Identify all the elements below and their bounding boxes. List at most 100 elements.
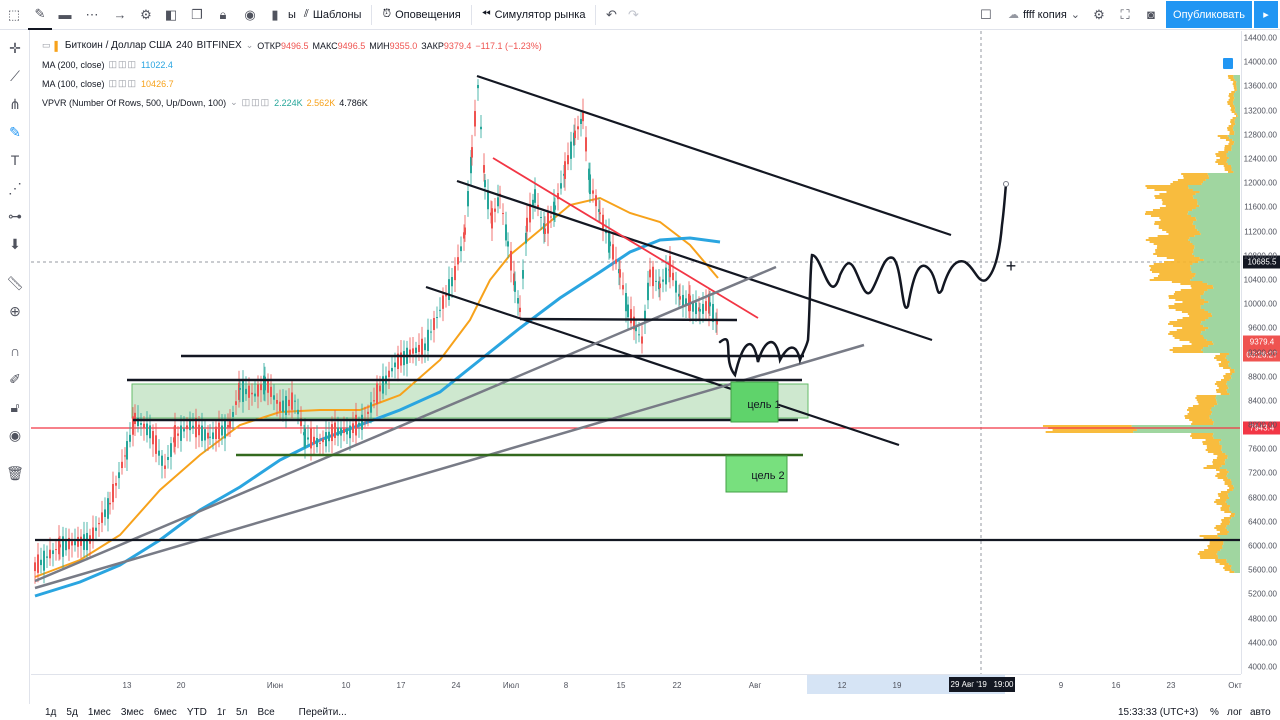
brush-tool-icon[interactable]: ✎ [9,123,21,140]
ma100-value: 10426.7 [141,78,174,89]
forecast-path[interactable] [718,182,1008,378]
ma100-legend[interactable]: MA (100, close) ◫◫◫ 10426.7 [42,78,174,89]
undo-icon[interactable]: ↶ [606,6,617,22]
target2-box[interactable] [725,455,788,493]
pitchfork-icon[interactable]: ⋔ [9,95,21,112]
layout-selector[interactable]: ☁ ffff копия ⌄ [1002,0,1086,30]
ruler-icon[interactable]: 📏︎ [6,274,24,291]
channel-top-line[interactable] [476,74,952,237]
ma200-legend[interactable]: MA (200, close) ◫◫◫ 11022.4 [42,59,173,70]
redo-icon[interactable]: ↷ [628,6,639,22]
vp-down-bar [1221,505,1230,507]
range-button[interactable]: 1г [216,706,227,718]
camera-icon[interactable]: ◙ [1147,7,1155,22]
percent-toggle[interactable]: % [1210,706,1219,718]
range-button[interactable]: Все [257,706,275,718]
candle-body [567,155,569,165]
forecast-end-point[interactable] [1003,181,1009,187]
channel-mid-line[interactable] [456,179,933,342]
range-button[interactable]: YTD [186,706,207,718]
chevron-down-icon[interactable]: ⌄ [245,40,254,50]
alert-marker-icon[interactable] [1223,58,1233,69]
legend-buttons-icon[interactable]: ◫◫◫ [241,97,271,107]
remove-drawings-icon[interactable]: 🗑︎ [6,464,24,481]
trend-line-icon[interactable]: ⟋ [10,67,20,84]
fill-icon[interactable]: ◧ [164,6,178,22]
price-chart[interactable]: + цель 1 цель 2 [31,31,1240,674]
vp-up-bar [1208,177,1240,179]
replay-button[interactable]: ⏪︎ Симулятор рынка [476,0,592,30]
collapse-icon[interactable]: ▭ [42,40,51,50]
gray-trend-line-flat[interactable] [34,343,865,590]
vp-up-bar [1193,251,1240,253]
vp-up-bar [1234,109,1240,111]
clone-icon[interactable]: ❐ [191,6,203,22]
publish-button[interactable]: Опубликовать [1166,1,1252,28]
prediction-icon[interactable]: ⊶ [8,207,22,224]
trash-icon[interactable]: ▮ [271,6,279,22]
vpvr-legend[interactable]: VPVR (Number Of Rows, 500, Up/Down, 100)… [42,97,368,108]
stay-drawing-icon[interactable]: ✐ [9,370,21,387]
brush-icon[interactable]: ✎ [28,0,52,30]
vp-up-bar [1226,475,1240,477]
symbol-interval: 240 [175,40,193,51]
vp-down-bar [1171,281,1203,283]
magnet-icon[interactable]: ∩ [9,343,21,359]
vp-down-bar [1175,299,1205,301]
legend-buttons-icon[interactable]: ◫◫◫ [108,78,138,88]
range-button[interactable]: 6мес [153,706,177,718]
crosshair-icon[interactable]: ✛ [9,39,21,56]
vp-up-bar [1217,551,1240,553]
text-tool-icon[interactable]: T [10,152,20,168]
pattern-icon[interactable]: ⋰ [8,179,22,196]
vp-up-bar [1228,157,1240,159]
fullscreen-icon[interactable]: ⛶ [1120,6,1130,22]
candle-body [124,455,126,457]
range-button[interactable]: 5д [66,706,78,718]
vp-up-bar [1223,543,1240,545]
candle-body [649,269,651,278]
settings-icon[interactable]: ⚙ [140,6,152,22]
range-button[interactable]: 1мес [87,706,111,718]
target1-box[interactable] [730,381,779,423]
channel-bottom-line[interactable] [425,285,900,447]
arrow-down-icon[interactable]: ⬇ [9,235,21,252]
goto-date-button[interactable]: Перейти... [298,706,347,718]
symbol-legend[interactable]: ▭ ▌ Биткоин / Доллар США 240 BITFINEX ⌄ … [42,40,542,51]
publish-dropdown-icon[interactable]: ▸ [1254,1,1278,28]
lock-icon[interactable]: 🔒︎ [219,6,227,22]
range-button[interactable]: 1д [45,706,57,718]
support-zone[interactable] [131,383,809,419]
lock-drawings-icon[interactable]: 🔓︎ [10,398,20,415]
alerts-button[interactable]: ⏰︎ Оповещения [376,0,466,30]
range-button[interactable]: 5л [236,706,248,718]
time-axis[interactable]: 29 Авг '19 19:00 13 20 Июн 10 17 24 Июл 8 15 22 Ав… [31,674,1242,694]
red-trend-line[interactable] [492,157,759,319]
candle-body [534,189,536,203]
range-button[interactable]: 3мес [120,706,144,718]
chevron-down-icon[interactable]: ⌄ [230,97,238,107]
gear-icon[interactable]: ⚙ [1093,6,1105,22]
eye-icon[interactable]: ◉ [244,6,256,22]
vp-up-bar [1225,463,1240,465]
vp-up-bar [1225,527,1240,529]
hide-drawings-icon[interactable]: ◉ [8,426,22,443]
candle-body [49,549,51,559]
line-style-icon[interactable]: ▬ [58,7,72,22]
clock-display[interactable]: 15:33:33 (UTC+3) [1118,706,1199,718]
vp-down-bar [1227,75,1234,77]
price-axis[interactable]: 10685.5 9379.4 03:26:27 7943.4 14400.00 1… [1241,31,1280,674]
cursor-icon[interactable]: ⬚ [7,6,21,22]
vp-down-bar [1216,529,1228,531]
checkbox-icon[interactable]: ☐ [980,6,992,22]
templates-button[interactable]: ⫽ Шаблоны [298,0,368,30]
log-toggle[interactable]: лог [1227,706,1243,718]
auto-toggle[interactable]: авто [1250,706,1271,718]
arrow-line-icon[interactable]: → [113,7,127,22]
dashed-line-icon[interactable]: ⋯ [85,6,99,22]
legend-buttons-icon[interactable]: ◫◫◫ [108,59,138,69]
vp-up-bar [1236,89,1240,91]
candle-body [74,541,76,546]
zoom-icon[interactable]: ⊕ [9,302,21,319]
support-line-9700[interactable] [519,317,738,322]
